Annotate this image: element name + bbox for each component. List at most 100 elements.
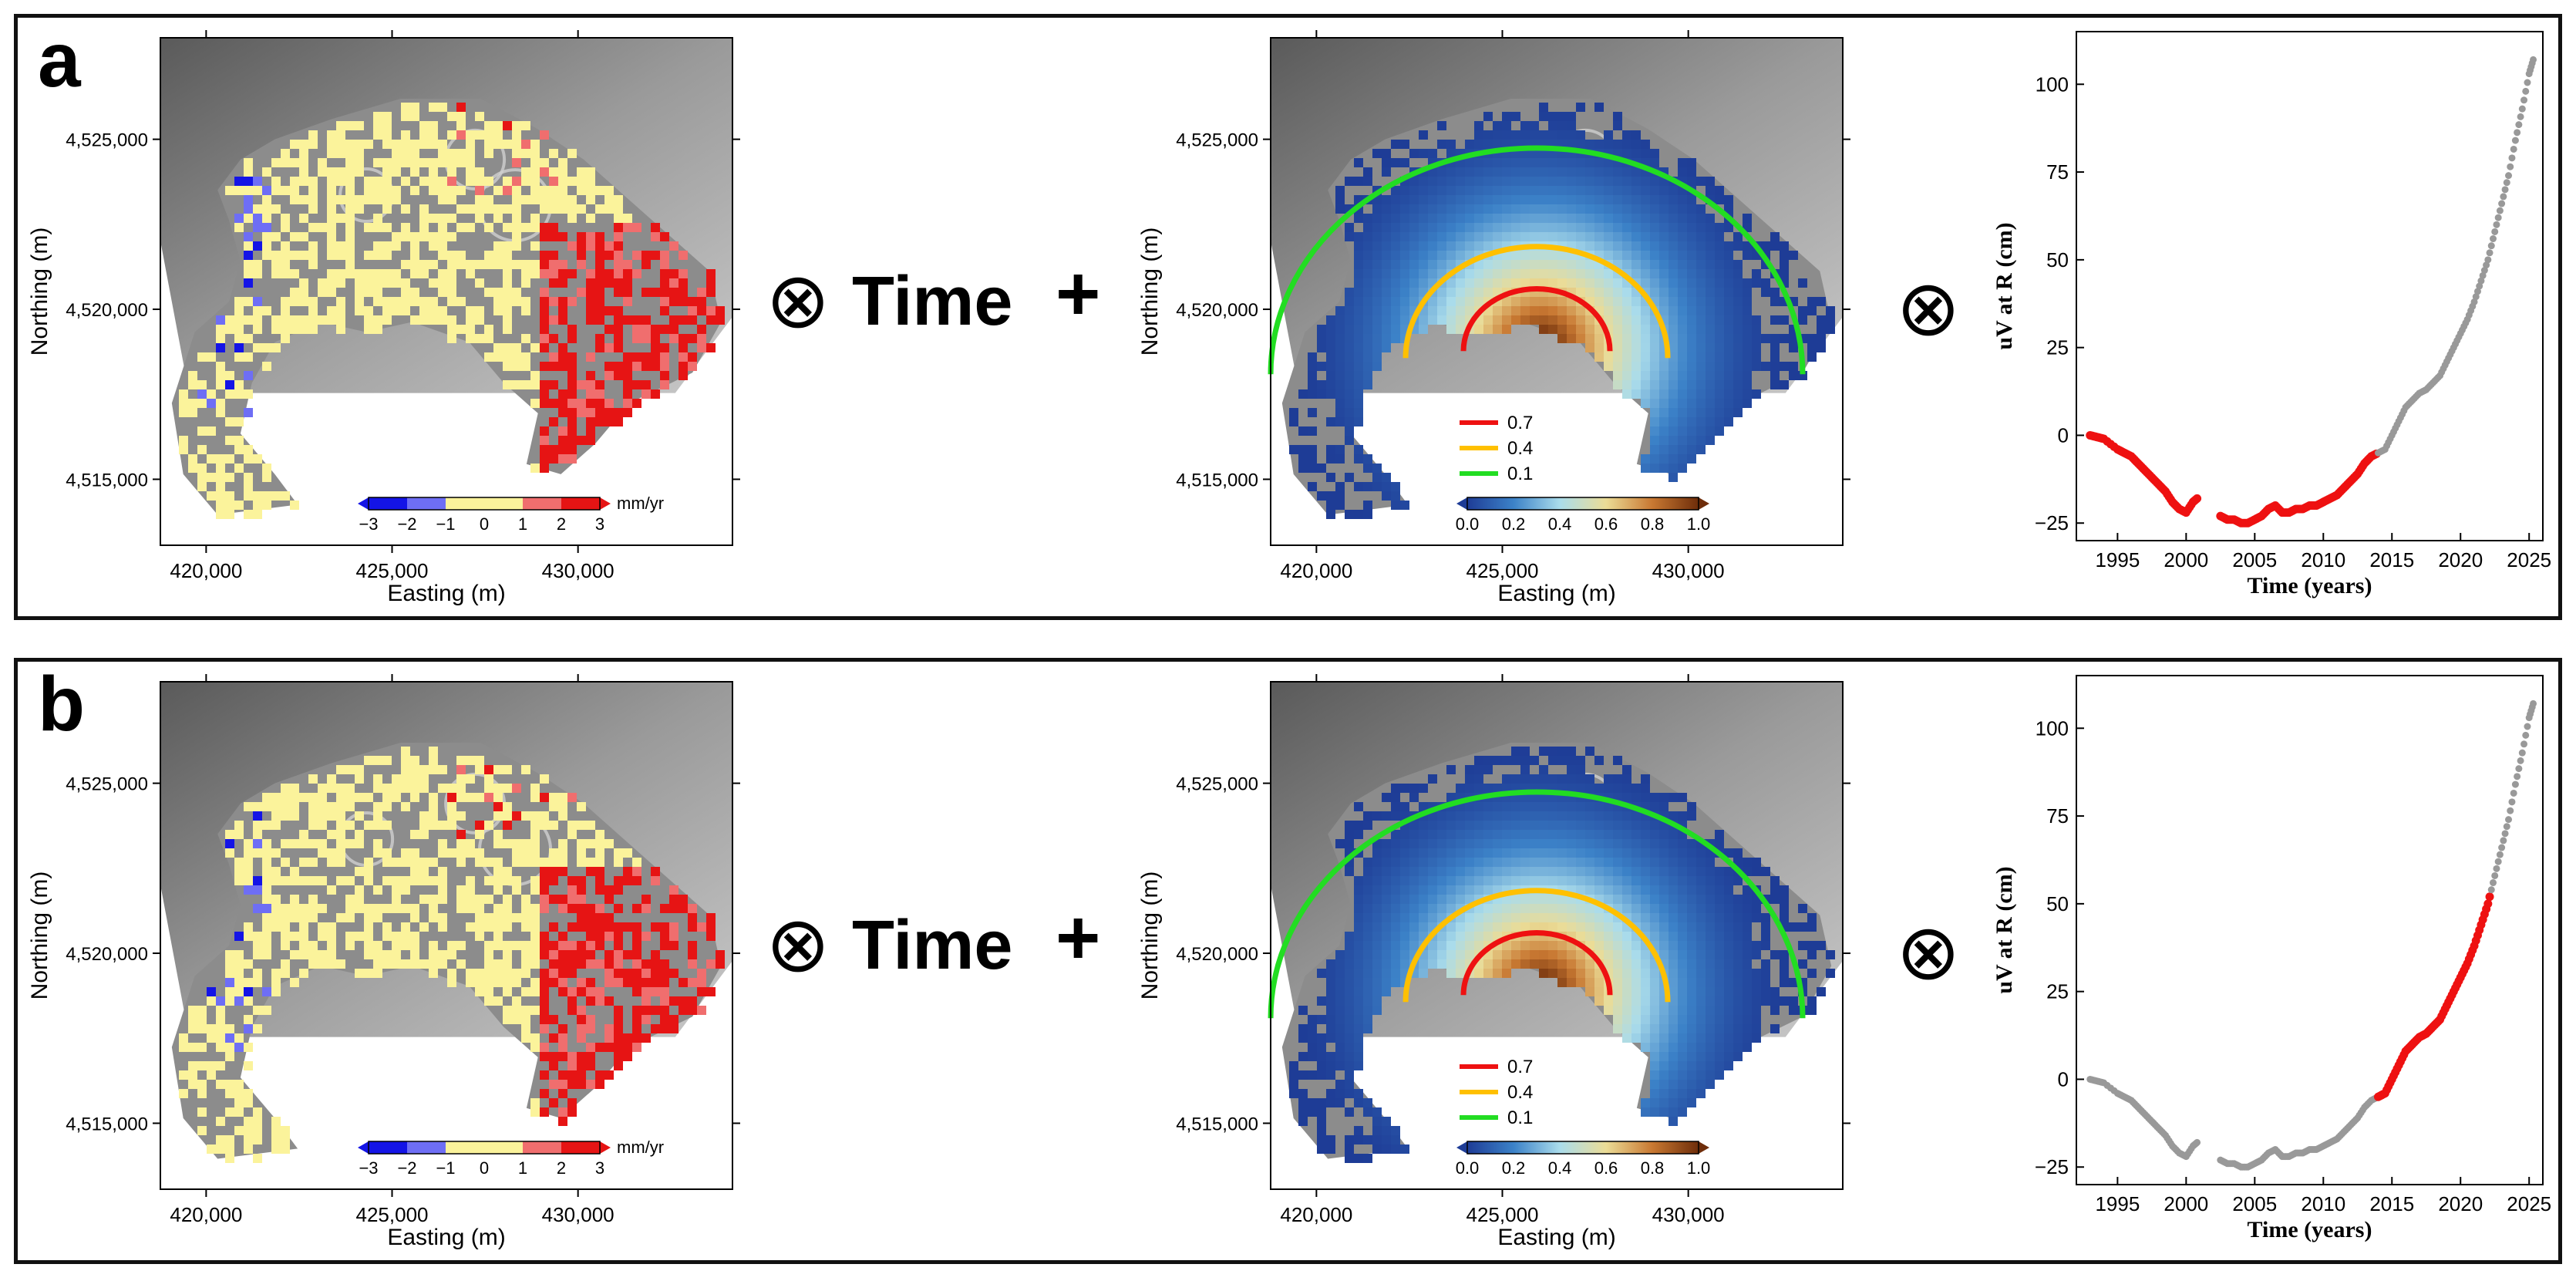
velocity-cell xyxy=(253,941,262,950)
velocity-cell xyxy=(669,334,679,343)
velocity-cell xyxy=(484,325,493,334)
velocity-cell xyxy=(401,756,410,765)
velocity-cell xyxy=(503,352,512,362)
pattern-cell xyxy=(1465,784,1474,793)
pattern-cell xyxy=(1687,195,1696,204)
data-point xyxy=(2498,844,2506,851)
velocity-cell xyxy=(364,950,373,959)
pattern-cell xyxy=(1724,1043,1733,1052)
pattern-cell xyxy=(1520,811,1530,821)
velocity-cell xyxy=(438,177,447,186)
pattern-cell xyxy=(1372,1107,1382,1117)
data-point xyxy=(2500,837,2507,844)
velocity-cell xyxy=(299,941,308,950)
colorbar-segment xyxy=(407,1141,446,1154)
velocity-cell xyxy=(512,343,521,352)
pattern-cell xyxy=(1817,325,1826,334)
velocity-cell xyxy=(429,821,438,830)
pattern-cell xyxy=(1363,251,1372,260)
pattern-cell xyxy=(1687,978,1696,987)
pattern-cell xyxy=(1511,774,1520,784)
velocity-cell xyxy=(188,371,197,380)
velocity-cell xyxy=(244,922,253,932)
pattern-cell xyxy=(1511,260,1520,269)
pattern-cell xyxy=(1687,1070,1696,1080)
pattern-cell xyxy=(1622,334,1631,343)
pattern-cell xyxy=(1641,1043,1650,1052)
velocity-cell xyxy=(382,932,392,941)
velocity-cell xyxy=(373,848,382,858)
pattern-cell xyxy=(1650,922,1659,932)
pattern-cell xyxy=(1576,950,1585,959)
data-point xyxy=(2508,154,2516,162)
pattern-cell xyxy=(1548,306,1557,315)
velocity-cell xyxy=(512,839,521,848)
velocity-cell xyxy=(373,251,382,260)
pattern-cell xyxy=(1613,204,1622,214)
pattern-cell xyxy=(1391,839,1400,848)
velocity-cell xyxy=(604,1033,614,1043)
pattern-cell xyxy=(1613,858,1622,867)
velocity-cell xyxy=(614,325,623,334)
pattern-cell xyxy=(1567,969,1576,978)
pattern-cell xyxy=(1298,464,1308,473)
velocity-cell xyxy=(308,959,318,969)
pattern-cell xyxy=(1724,913,1733,922)
pattern-cell xyxy=(1724,417,1733,426)
velocity-cell xyxy=(281,315,290,325)
velocity-cell xyxy=(503,251,512,260)
pattern-cell xyxy=(1669,987,1678,996)
pattern-cell xyxy=(1650,186,1659,195)
velocity-cell xyxy=(503,121,512,130)
velocity-cell xyxy=(179,1033,188,1043)
velocity-cell xyxy=(512,941,521,950)
pattern-cell xyxy=(1317,1070,1326,1080)
velocity-cell xyxy=(623,315,632,325)
pattern-cell xyxy=(1391,297,1400,306)
pattern-cell xyxy=(1557,260,1567,269)
pattern-cell xyxy=(1604,269,1613,278)
pattern-cell xyxy=(1576,876,1585,885)
pattern-cell xyxy=(1363,510,1372,519)
velocity-cell xyxy=(549,232,558,241)
velocity-cell xyxy=(401,223,410,232)
velocity-cell xyxy=(632,399,641,408)
pattern-cell xyxy=(1567,848,1576,858)
pattern-cell xyxy=(1724,297,1733,306)
velocity-cell xyxy=(586,167,595,177)
velocity-cell xyxy=(336,269,345,278)
pattern-cell xyxy=(1724,288,1733,297)
pattern-cell xyxy=(1613,195,1622,204)
pattern-cell xyxy=(1631,140,1641,149)
velocity-cell xyxy=(669,996,679,1006)
velocity-cell xyxy=(540,904,549,913)
pattern-cell xyxy=(1752,904,1761,913)
pattern-cell xyxy=(1511,112,1520,121)
pattern-cell xyxy=(1706,241,1715,251)
velocity-cell xyxy=(364,904,373,913)
velocity-cell xyxy=(197,464,207,473)
pattern-cell xyxy=(1641,399,1650,408)
pattern-cell xyxy=(1391,241,1400,251)
velocity-cell xyxy=(429,177,438,186)
velocity-cell xyxy=(271,269,281,278)
velocity-cell xyxy=(327,306,336,315)
pattern-cell xyxy=(1335,445,1345,454)
velocity-cell xyxy=(512,362,521,371)
pattern-cell xyxy=(1474,260,1483,269)
velocity-cell xyxy=(688,978,697,987)
velocity-cell xyxy=(336,251,345,260)
velocity-cell xyxy=(336,130,345,140)
pattern-cell xyxy=(1641,978,1650,987)
pattern-cell xyxy=(1669,334,1678,343)
velocity-cell xyxy=(521,1006,530,1015)
pattern-cell xyxy=(1622,811,1631,821)
pattern-cell xyxy=(1539,922,1548,932)
pattern-cell xyxy=(1354,380,1363,389)
velocity-cell xyxy=(244,269,253,278)
pattern-cell xyxy=(1669,969,1678,978)
velocity-cell xyxy=(484,978,493,987)
pattern-cell xyxy=(1585,858,1594,867)
velocity-cell xyxy=(410,186,419,195)
pattern-cell xyxy=(1437,932,1446,941)
